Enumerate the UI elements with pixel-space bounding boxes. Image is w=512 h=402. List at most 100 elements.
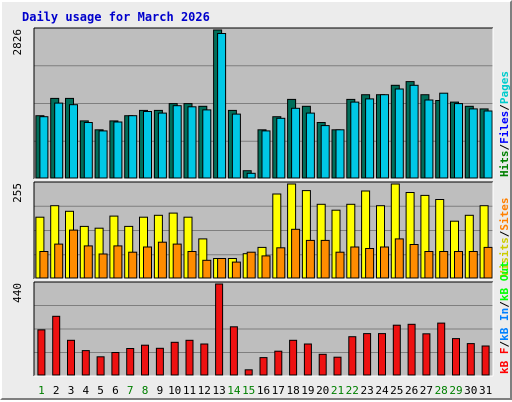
bar-kb-f xyxy=(81,350,90,376)
bar-sites xyxy=(246,251,256,279)
day-label: 3 xyxy=(68,384,75,397)
bar-sites xyxy=(157,241,167,279)
bar-kb-f xyxy=(318,353,327,376)
bar-files xyxy=(483,110,493,179)
day-label: 2 xyxy=(53,384,60,397)
bar-files xyxy=(83,122,93,179)
bar-kb-f xyxy=(259,357,268,376)
bar-kb-f xyxy=(229,326,238,376)
bar-kb-f xyxy=(170,341,179,376)
bar-sites xyxy=(172,243,182,279)
bar-sites xyxy=(98,253,108,279)
legend-hits-files: Hits/Files/Pages xyxy=(498,71,511,177)
bar-files xyxy=(320,125,330,179)
bar-sites xyxy=(128,251,138,279)
panels-layer: 2826Hits/Files/Pages255Visits/Sites440kB… xyxy=(11,27,511,377)
bar-kb-f xyxy=(392,324,401,376)
day-label: 21 xyxy=(331,384,344,397)
legend-hits: Hits xyxy=(498,151,511,178)
bar-files xyxy=(128,115,138,179)
day-label: 25 xyxy=(390,384,403,397)
bar-sites xyxy=(350,246,360,279)
day-label: 28 xyxy=(435,384,448,397)
day-label: 5 xyxy=(97,384,104,397)
bar-sites xyxy=(54,243,64,279)
bar-kb-f xyxy=(274,350,283,376)
bar-kb-f xyxy=(378,333,386,376)
bar-kb-f xyxy=(244,369,253,376)
bar-files xyxy=(172,105,182,179)
bar-kb-f xyxy=(52,315,61,376)
bar-files xyxy=(98,130,108,179)
day-label: 24 xyxy=(375,384,389,397)
bar-files xyxy=(365,98,375,179)
bar-files xyxy=(231,113,241,179)
bar-sites xyxy=(202,259,212,279)
day-label: 22 xyxy=(346,384,359,397)
bar-sites xyxy=(483,246,493,279)
bar-kb-f xyxy=(363,333,372,376)
day-label: 11 xyxy=(183,384,196,397)
day-label: 19 xyxy=(301,384,314,397)
bar-sites xyxy=(439,251,449,279)
day-label: 12 xyxy=(198,384,211,397)
legend-visits-sites: Visits/Sites xyxy=(498,198,511,278)
bar-files xyxy=(187,106,197,179)
legend-kbytes: kB F/kB In/kB Out xyxy=(498,261,511,374)
bar-kb-f xyxy=(96,356,105,376)
bar-files xyxy=(143,111,152,179)
bar-sites xyxy=(231,261,241,279)
bar-sites xyxy=(83,245,93,279)
legend-separator: / xyxy=(498,104,511,111)
bar-files xyxy=(350,101,360,179)
bar-sites xyxy=(113,245,123,279)
bar-files xyxy=(54,102,64,179)
day-label: 10 xyxy=(168,384,181,397)
day-label: 31 xyxy=(479,384,492,397)
bar-kb-f xyxy=(466,343,475,376)
day-label: 17 xyxy=(272,384,285,397)
day-label: 18 xyxy=(286,384,299,397)
day-label: 7 xyxy=(127,384,134,397)
bar-sites xyxy=(320,239,330,279)
day-label: 13 xyxy=(212,384,225,397)
day-label: 20 xyxy=(316,384,329,397)
bar-sites xyxy=(143,246,152,279)
chart-title: Daily usage for March 2026 xyxy=(22,10,210,24)
bar-files xyxy=(69,104,78,179)
bar-files xyxy=(424,99,434,179)
legend-kb-f: kB F xyxy=(498,348,511,375)
y-max-label-hits-files: 2826 xyxy=(11,29,24,56)
legend-sites: Sites xyxy=(498,198,511,231)
bar-sites xyxy=(468,251,478,279)
bar-kb-f xyxy=(200,343,209,376)
day-label: 8 xyxy=(142,384,149,397)
bar-files xyxy=(394,88,404,179)
bar-sites xyxy=(380,246,389,279)
bar-files xyxy=(261,130,271,179)
bar-kb-f xyxy=(422,333,431,376)
bar-files xyxy=(380,94,389,179)
bar-kb-f xyxy=(348,336,357,376)
bar-files xyxy=(157,112,167,179)
bar-sites xyxy=(291,228,301,279)
legend-files: Files xyxy=(498,111,511,144)
bar-kb-f xyxy=(37,329,46,376)
day-label: 6 xyxy=(112,384,119,397)
bar-kb-f xyxy=(437,322,446,376)
bar-sites xyxy=(335,251,345,279)
x-axis-day-labels: 1 2 3 4 5 6 7 8 9 10 11 12 13 14 15 16 17 18 19 20 21 22 23 24 2… xyxy=(38,384,492,397)
day-label: 4 xyxy=(82,384,89,397)
bar-files xyxy=(39,116,49,179)
day-label: 29 xyxy=(449,384,462,397)
bar-files xyxy=(335,129,345,179)
bar-kb-f xyxy=(185,339,194,376)
day-label: 15 xyxy=(242,384,255,397)
bar-kb-f xyxy=(67,339,75,376)
bar-kb-f xyxy=(141,344,149,376)
day-label: 16 xyxy=(257,384,270,397)
day-label: 27 xyxy=(420,384,433,397)
